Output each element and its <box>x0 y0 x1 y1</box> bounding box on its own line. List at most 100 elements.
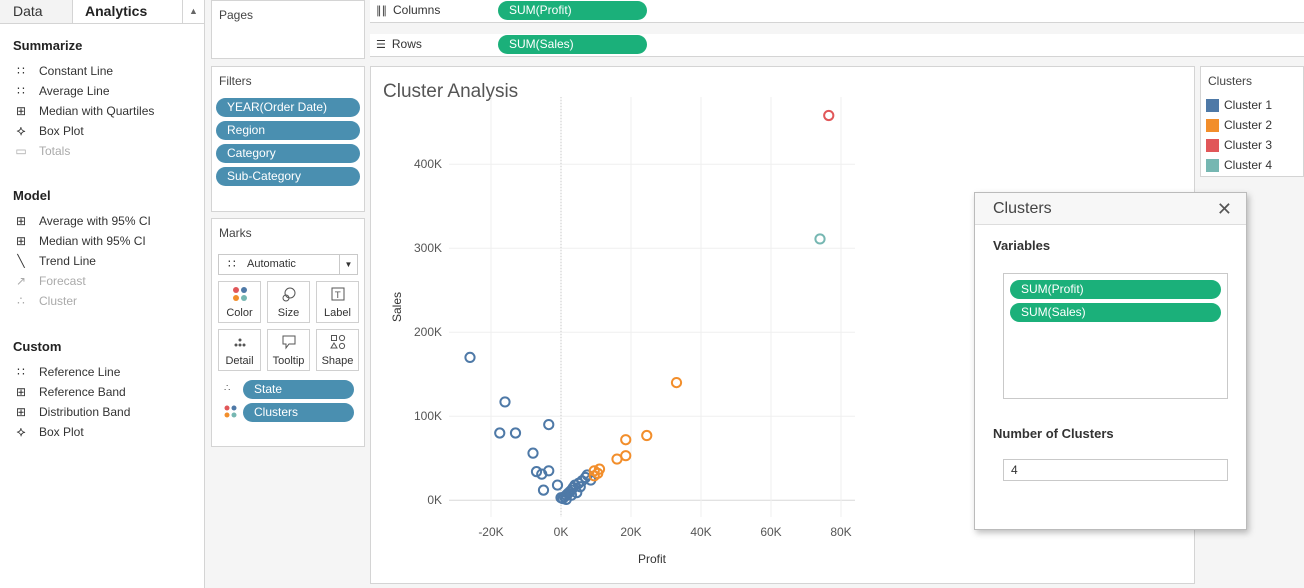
filter-pill-sub-category[interactable]: Sub-Category <box>216 167 360 186</box>
y-tick-label: 400K <box>414 157 442 171</box>
variables-label: Variables <box>993 238 1051 253</box>
scatter-point[interactable] <box>494 427 506 439</box>
variable-pill-sum-sales[interactable]: SUM(Sales) <box>1010 303 1221 322</box>
scatter-point[interactable] <box>823 109 835 122</box>
scatter-point[interactable] <box>530 466 543 478</box>
size-icon <box>268 286 309 306</box>
analytics-item[interactable]: ∷ Average Line <box>0 81 205 101</box>
analytics-item-label: Constant Line <box>39 64 114 78</box>
pages-card[interactable]: Pages <box>211 0 365 59</box>
color-button[interactable]: Color <box>218 281 261 323</box>
analytics-item[interactable]: ∷ Reference Line <box>0 362 205 382</box>
shape-icon <box>317 334 358 354</box>
tooltip-icon <box>268 334 309 354</box>
analytics-item[interactable]: ⊞ Median with 95% CI <box>0 231 205 251</box>
analytics-item: ▭ Totals <box>0 141 205 161</box>
y-axis-label: Sales <box>390 292 404 322</box>
distribution-band-icon: ⊞ <box>15 405 27 419</box>
svg-text:T: T <box>334 291 341 301</box>
analytics-item: ↗ Forecast <box>0 271 205 291</box>
shape-button[interactable]: Shape <box>316 329 359 371</box>
filter-pill-category[interactable]: Category <box>216 144 360 163</box>
section-title: Custom <box>13 339 62 354</box>
columns-shelf[interactable]: ∥∥ Columns SUM(Profit) <box>370 0 1304 23</box>
pane-menu-arrow-icon[interactable]: ▲ <box>182 0 204 23</box>
legend-item[interactable]: Cluster 3 <box>1201 135 1303 155</box>
analytics-pane: Data Analytics ▲ Summarize ∷ Constant Line… <box>0 0 205 588</box>
rows-pill-sum-sales[interactable]: SUM(Sales) <box>498 35 647 54</box>
legend-title: Clusters <box>1208 74 1253 88</box>
legend-swatch <box>1206 98 1219 112</box>
scatter-point[interactable] <box>464 351 476 363</box>
scatter-point[interactable] <box>551 479 564 491</box>
columns-pill-sum-profit[interactable]: SUM(Profit) <box>498 1 647 20</box>
scatter-point[interactable] <box>670 377 683 389</box>
tooltip-button[interactable]: Tooltip <box>267 329 310 371</box>
color-field-icon <box>224 405 237 421</box>
average-ci-icon: ⊞ <box>15 214 27 228</box>
legend-label: Cluster 4 <box>1224 158 1273 172</box>
pane-tabs: Data Analytics ▲ <box>0 0 204 24</box>
analytics-item-label: Median with 95% CI <box>39 234 146 248</box>
box-plot-icon: ⯎ <box>16 424 26 439</box>
tab-data[interactable]: Data <box>0 0 73 23</box>
chart-gridlines <box>449 97 855 517</box>
dialog-header[interactable]: Clusters ✕ <box>975 193 1246 225</box>
average-line-icon: ∷ <box>17 84 25 98</box>
legend-swatch <box>1206 158 1219 172</box>
variable-pill-sum-profit[interactable]: SUM(Profit) <box>1010 280 1221 299</box>
scatter-point[interactable] <box>588 470 600 482</box>
size-button[interactable]: Size <box>267 281 310 323</box>
scatter-point[interactable] <box>641 429 653 442</box>
analytics-item[interactable]: ⊞ Reference Band <box>0 382 205 402</box>
rows-shelf[interactable]: ☰ Rows SUM(Sales) <box>370 34 1304 57</box>
scatter-point[interactable] <box>509 427 522 439</box>
analytics-item: ∴ Cluster <box>0 291 205 311</box>
scatter-point[interactable] <box>499 396 511 408</box>
mark-type-dropdown[interactable]: ∷ Automatic ▼ <box>218 254 358 275</box>
scatter-point[interactable] <box>543 465 555 477</box>
num-clusters-input[interactable] <box>1003 459 1228 481</box>
chart-marks <box>464 109 835 505</box>
size-label: Size <box>277 307 300 319</box>
scatter-point[interactable] <box>543 419 555 431</box>
close-icon[interactable]: ✕ <box>1216 199 1232 219</box>
legend-item[interactable]: Cluster 1 <box>1201 95 1303 115</box>
scatter-point[interactable] <box>574 481 586 493</box>
analytics-item[interactable]: ⯎ Box Plot <box>0 422 205 442</box>
y-tick-label: 300K <box>414 241 442 255</box>
filter-pill-region[interactable]: Region <box>216 121 360 140</box>
detail-button[interactable]: Detail <box>218 329 261 371</box>
scatter-point[interactable] <box>565 489 578 501</box>
shape-label: Shape <box>321 355 354 367</box>
scatter-point[interactable] <box>527 447 539 459</box>
filter-pill-year-order-date[interactable]: YEAR(Order Date) <box>216 98 360 117</box>
analytics-item[interactable]: ⊞ Median with Quartiles <box>0 101 205 121</box>
analytics-item[interactable]: ╲ Trend Line <box>0 251 205 271</box>
analytics-item[interactable]: ⊞ Average with 95% CI <box>0 211 205 231</box>
legend-item[interactable]: Cluster 4 <box>1201 155 1303 175</box>
analytics-item[interactable]: ⯎ Box Plot <box>0 121 205 141</box>
tab-analytics[interactable]: Analytics <box>85 3 148 19</box>
marks-field-state[interactable]: State <box>243 380 354 399</box>
color-icon <box>219 286 260 306</box>
scatter-point[interactable] <box>611 453 623 465</box>
section-title: Model <box>13 188 51 203</box>
label-button[interactable]: T Label <box>316 281 359 323</box>
scatter-point[interactable] <box>537 484 550 496</box>
analytics-item[interactable]: ⊞ Distribution Band <box>0 402 205 422</box>
legend-item[interactable]: Cluster 2 <box>1201 115 1303 135</box>
variables-drop-area[interactable]: SUM(Profit) SUM(Sales) <box>1003 273 1228 399</box>
marks-field-clusters[interactable]: Clusters <box>243 403 354 422</box>
view-title: Cluster Analysis <box>383 81 519 102</box>
analytics-item[interactable]: ∷ Constant Line <box>0 61 205 81</box>
marks-card: Marks ∷ Automatic ▼ Color Size T Label D… <box>211 218 365 447</box>
detail-field-icon: ∴ <box>224 383 231 394</box>
filters-card[interactable]: Filters YEAR(Order Date) Region Category… <box>211 66 365 212</box>
mark-type-value: Automatic <box>247 258 296 270</box>
scatter-point[interactable] <box>814 233 826 245</box>
scatter-point[interactable] <box>620 434 632 446</box>
filters-title: Filters <box>219 74 252 88</box>
y-tick-label: 100K <box>414 409 442 423</box>
scatter-chart[interactable]: 0K 100K 200K 300K 400K -20K 0K 20K 40K 60K 80K Pro… <box>371 67 1196 585</box>
